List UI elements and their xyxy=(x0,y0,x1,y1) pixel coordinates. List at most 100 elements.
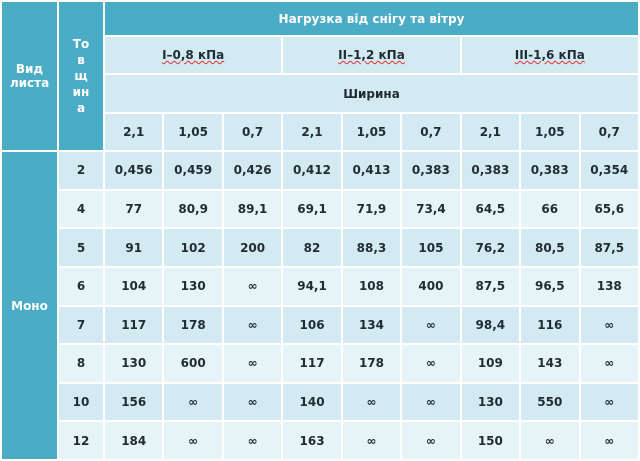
thickness-value: 5 xyxy=(57,227,105,268)
table-row: 7 117 178 ∞ 106 134 ∞ 98,4 116 ∞ xyxy=(1,304,640,346)
load-value: 184 xyxy=(102,420,165,461)
thickness-value: 4 xyxy=(57,188,105,230)
table-row: I–0,8 кПа II–1,2 кПа III-1,6 кПа xyxy=(1,35,640,75)
width-value: 1,05 xyxy=(519,112,581,152)
load-value: ∞ xyxy=(578,304,640,346)
load-value: 71,9 xyxy=(340,188,403,230)
table-row: 12 184 ∞ ∞ 163 ∞ ∞ 150 ∞ ∞ xyxy=(1,420,640,461)
load-value: ∞ xyxy=(340,420,403,461)
sheet-type-header: Вид листа xyxy=(0,0,59,152)
width-value: 2,1 xyxy=(459,112,522,152)
load-value: 77 xyxy=(102,188,165,230)
table-row: 6 104 130 ∞ 94,1 108 400 87,5 96,5 138 xyxy=(1,265,640,307)
load-value: 150 xyxy=(459,420,522,461)
table-row: 10 156 ∞ ∞ 140 ∞ ∞ 130 550 ∞ xyxy=(1,381,640,423)
load-value: 117 xyxy=(281,343,343,384)
load-value: 65,6 xyxy=(578,188,640,230)
load-value: 178 xyxy=(162,304,224,346)
load-value: 109 xyxy=(459,343,522,384)
load-value: 600 xyxy=(162,343,224,384)
load-value: 0,383 xyxy=(519,150,581,191)
table-row: Вид листа Товщина Нагрузка від снігу та ві… xyxy=(0,0,640,152)
thickness-value: 12 xyxy=(57,420,105,461)
group-label: Моно xyxy=(0,150,59,461)
width-value: 2,1 xyxy=(102,112,165,152)
table-row: 5 91 102 200 82 88,3 105 76,2 80,5 87,5 xyxy=(1,227,640,268)
load-value: 156 xyxy=(102,381,165,423)
load-value: ∞ xyxy=(400,381,462,423)
load-value: 69,1 xyxy=(281,188,343,230)
table-row: 8 130 600 ∞ 117 178 ∞ 109 143 ∞ xyxy=(1,343,640,384)
load-value: ∞ xyxy=(578,381,640,423)
load-value: 117 xyxy=(102,304,165,346)
load-value: 87,5 xyxy=(578,227,640,268)
load-value: 88,3 xyxy=(340,227,403,268)
thickness-header: Товщина xyxy=(57,0,105,152)
load-value: ∞ xyxy=(221,304,284,346)
load-value: ∞ xyxy=(162,420,224,461)
load-value: 64,5 xyxy=(459,188,522,230)
load-value: 98,4 xyxy=(459,304,522,346)
load-value: 76,2 xyxy=(459,227,522,268)
width-value: 2,1 xyxy=(281,112,343,152)
load-value: 130 xyxy=(102,343,165,384)
load-value: ∞ xyxy=(578,343,640,384)
thickness-value: 8 xyxy=(57,343,105,384)
table-row: Ширина xyxy=(1,73,640,114)
load-header: II–1,2 кПа xyxy=(281,35,462,75)
load-header-text: I–0,8 кПа xyxy=(162,48,225,62)
load-header-text: II–1,2 кПа xyxy=(338,48,405,62)
load-value: 106 xyxy=(281,304,343,346)
load-value: 0,383 xyxy=(400,150,462,191)
load-value: 108 xyxy=(340,265,403,307)
load-value: 178 xyxy=(340,343,403,384)
load-value: 104 xyxy=(102,265,165,307)
load-value: ∞ xyxy=(340,381,403,423)
table-row: Моно 2 0,456 0,459 0,426 0,412 0,413 0,383 0,383… xyxy=(0,150,640,461)
load-value: ∞ xyxy=(162,381,224,423)
load-value: 91 xyxy=(102,227,165,268)
load-value: 0,354 xyxy=(578,150,640,191)
width-value: 0,7 xyxy=(578,112,640,152)
load-value: 200 xyxy=(221,227,284,268)
thickness-value: 6 xyxy=(57,265,105,307)
load-value: 105 xyxy=(400,227,462,268)
load-title: Нагрузка від снігу та вітру xyxy=(103,0,640,37)
load-value: 400 xyxy=(400,265,462,307)
width-value: 0,7 xyxy=(221,112,284,152)
load-value: 94,1 xyxy=(281,265,343,307)
load-value: 0,412 xyxy=(281,150,343,191)
load-value: 163 xyxy=(281,420,343,461)
width-value: 0,7 xyxy=(400,112,462,152)
load-value: 80,9 xyxy=(162,188,224,230)
load-value: 116 xyxy=(519,304,581,346)
load-value: 89,1 xyxy=(221,188,284,230)
load-value: ∞ xyxy=(519,420,581,461)
load-value: 73,4 xyxy=(400,188,462,230)
load-value: 0,383 xyxy=(459,150,522,191)
width-value: 1,05 xyxy=(162,112,224,152)
load-value: 0,459 xyxy=(162,150,224,191)
width-header: Ширина xyxy=(103,73,640,114)
load-value: ∞ xyxy=(400,420,462,461)
load-header: I–0,8 кПа xyxy=(102,35,284,75)
load-value: 87,5 xyxy=(459,265,522,307)
load-value: ∞ xyxy=(221,381,284,423)
load-value: ∞ xyxy=(221,265,284,307)
load-value: ∞ xyxy=(400,304,462,346)
load-value: 143 xyxy=(519,343,581,384)
load-value: 82 xyxy=(281,227,343,268)
load-value: ∞ xyxy=(578,420,640,461)
load-value: 80,5 xyxy=(519,227,581,268)
load-value: 0,426 xyxy=(221,150,284,191)
load-value: 550 xyxy=(519,381,581,423)
thickness-value: 2 xyxy=(57,150,105,191)
table-row: 4 77 80,9 89,1 69,1 71,9 73,4 64,5 66 65,6 xyxy=(1,188,640,230)
load-value: 140 xyxy=(281,381,343,423)
thickness-value: 10 xyxy=(57,381,105,423)
load-value: 130 xyxy=(162,265,224,307)
load-value: ∞ xyxy=(221,420,284,461)
load-value: 130 xyxy=(459,381,522,423)
